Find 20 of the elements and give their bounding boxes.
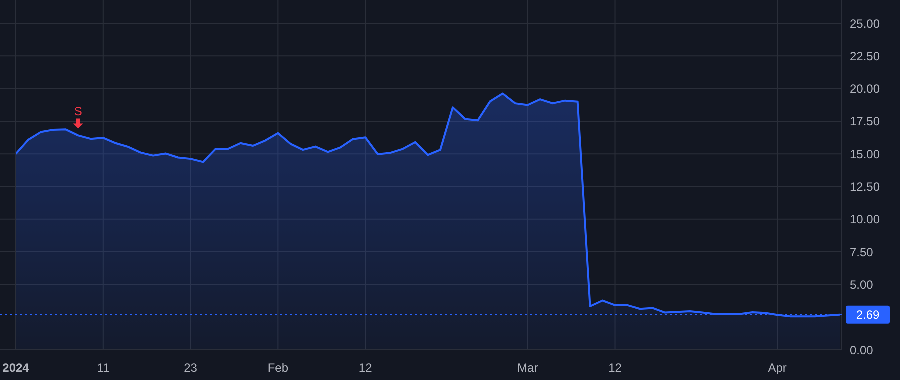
x-tick-label: 23 [184, 361, 198, 375]
x-tick-label: Mar [518, 361, 538, 375]
y-tick-label: 12.50 [850, 180, 880, 194]
y-tick-label: 20.00 [850, 82, 880, 96]
ref-line-label: 2.69 [856, 308, 880, 322]
x-tick-label: 12 [608, 361, 622, 375]
y-tick-label: 15.00 [850, 147, 880, 162]
y-tick-label: 0.00 [850, 343, 874, 358]
y-tick-label: 5.00 [850, 278, 874, 292]
x-tick-label: Feb [268, 361, 289, 375]
y-tick-label: 17.50 [850, 114, 880, 129]
y-tick-label: 7.50 [850, 245, 874, 260]
y-tick-label: 25.00 [850, 16, 880, 31]
annotation: S [74, 104, 82, 119]
x-tick-label: Apr [768, 361, 787, 375]
y-tick-label: 10.00 [850, 212, 880, 227]
y-tick-label: 22.50 [850, 49, 880, 64]
x-tick-label: 2024 [2, 361, 30, 375]
x-tick-label: 12 [358, 361, 373, 375]
x-tick-label: 11 [97, 361, 110, 375]
